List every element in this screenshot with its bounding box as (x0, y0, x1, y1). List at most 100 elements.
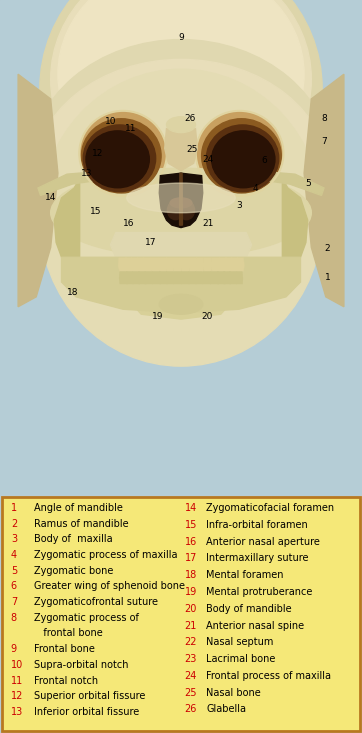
Polygon shape (224, 258, 233, 271)
Ellipse shape (206, 125, 279, 192)
Text: Zygomatic process of: Zygomatic process of (34, 613, 139, 623)
Text: 21: 21 (202, 219, 214, 228)
Text: Angle of mandible: Angle of mandible (34, 503, 123, 513)
Text: Zygomatic process of maxilla: Zygomatic process of maxilla (34, 550, 178, 560)
Polygon shape (173, 272, 182, 284)
Ellipse shape (33, 59, 329, 297)
Text: 16: 16 (185, 537, 197, 547)
Ellipse shape (83, 125, 156, 192)
Text: 15: 15 (185, 520, 197, 530)
Text: 23: 23 (185, 654, 197, 664)
Text: 18: 18 (67, 288, 78, 298)
Polygon shape (126, 272, 134, 284)
Text: 9: 9 (178, 32, 184, 42)
Polygon shape (236, 258, 244, 271)
Polygon shape (132, 272, 140, 284)
Text: 7: 7 (11, 597, 17, 607)
Polygon shape (282, 178, 308, 257)
Polygon shape (181, 272, 189, 284)
Polygon shape (217, 272, 226, 284)
Text: 25: 25 (185, 688, 197, 698)
Polygon shape (136, 258, 145, 271)
Text: 21: 21 (185, 621, 197, 630)
Polygon shape (203, 258, 212, 271)
Text: Mental protruberance: Mental protruberance (206, 587, 313, 597)
Text: frontal bone: frontal bone (34, 628, 103, 638)
Polygon shape (218, 258, 228, 271)
Polygon shape (211, 258, 221, 271)
Text: 7: 7 (321, 136, 327, 146)
Polygon shape (142, 258, 152, 271)
Text: 3: 3 (236, 201, 242, 210)
Text: 2: 2 (325, 244, 331, 253)
Text: 4: 4 (252, 183, 258, 193)
Polygon shape (38, 171, 112, 196)
Text: Ramus of mandible: Ramus of mandible (34, 519, 129, 528)
Polygon shape (152, 272, 161, 284)
Text: 20: 20 (185, 604, 197, 614)
Text: 1: 1 (11, 503, 17, 513)
Text: 8: 8 (321, 114, 327, 123)
Text: 17: 17 (185, 553, 197, 564)
Polygon shape (304, 74, 344, 306)
Text: Zygomaticofacial foramen: Zygomaticofacial foramen (206, 503, 334, 513)
Text: Glabella: Glabella (206, 704, 246, 715)
Text: Superior orbital fissure: Superior orbital fissure (34, 691, 146, 701)
Text: 11: 11 (125, 124, 136, 133)
FancyBboxPatch shape (2, 497, 360, 731)
Text: 14: 14 (45, 194, 56, 202)
Text: 4: 4 (11, 550, 17, 560)
Polygon shape (124, 258, 133, 271)
Polygon shape (158, 258, 167, 271)
Text: Zygomaticofrontal suture: Zygomaticofrontal suture (34, 597, 159, 607)
Polygon shape (159, 173, 203, 227)
Text: Infra-orbital foramen: Infra-orbital foramen (206, 520, 308, 530)
Text: Inferior orbital fissure: Inferior orbital fissure (34, 707, 140, 717)
Polygon shape (165, 129, 197, 171)
Ellipse shape (40, 0, 322, 232)
Polygon shape (229, 272, 237, 284)
Text: 2: 2 (11, 519, 17, 528)
Ellipse shape (86, 131, 149, 188)
Text: 13: 13 (81, 169, 93, 177)
Polygon shape (130, 258, 139, 271)
Text: 9: 9 (11, 644, 17, 654)
Polygon shape (150, 258, 160, 271)
Polygon shape (180, 173, 182, 225)
Polygon shape (195, 258, 204, 271)
Polygon shape (18, 74, 58, 306)
Text: 20: 20 (201, 312, 213, 321)
Text: 10: 10 (11, 660, 23, 670)
Text: 22: 22 (185, 637, 197, 647)
Text: 1: 1 (325, 273, 331, 281)
Text: Lacrimal bone: Lacrimal bone (206, 654, 276, 664)
Ellipse shape (211, 131, 275, 188)
Text: 12: 12 (92, 149, 104, 158)
Ellipse shape (80, 111, 167, 196)
Text: 5: 5 (11, 566, 17, 576)
Polygon shape (54, 178, 80, 257)
Text: 12: 12 (11, 691, 23, 701)
Polygon shape (62, 257, 300, 313)
Ellipse shape (127, 183, 235, 213)
Text: Anterior nasal aperture: Anterior nasal aperture (206, 537, 320, 547)
Polygon shape (223, 272, 231, 284)
Text: Frontal bone: Frontal bone (34, 644, 95, 654)
Text: 17: 17 (144, 238, 156, 247)
Text: 8: 8 (11, 613, 17, 623)
Text: 26: 26 (184, 114, 196, 123)
Polygon shape (138, 272, 146, 284)
Ellipse shape (51, 169, 311, 257)
Text: 6: 6 (11, 581, 17, 592)
Ellipse shape (40, 70, 322, 366)
Ellipse shape (51, 0, 311, 203)
Text: 5: 5 (305, 179, 311, 188)
Text: Supra-orbital notch: Supra-orbital notch (34, 660, 129, 670)
Text: 14: 14 (185, 503, 197, 513)
Text: 24: 24 (185, 671, 197, 681)
Polygon shape (195, 272, 203, 284)
Polygon shape (110, 232, 252, 257)
Text: Mental foramen: Mental foramen (206, 570, 284, 581)
Text: Body of mandible: Body of mandible (206, 604, 292, 614)
Text: 19: 19 (185, 587, 197, 597)
